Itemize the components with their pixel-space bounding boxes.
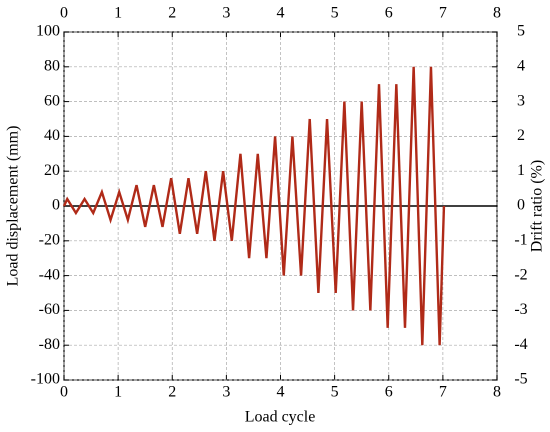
y2-tick-label: 1 [517, 162, 525, 179]
y2-tick-label: 0 [517, 197, 525, 214]
x-tick-label: 7 [439, 384, 447, 401]
y-tick-label: -100 [31, 371, 60, 388]
y2-tick-label: 4 [517, 57, 525, 74]
x2-tick-label: 1 [114, 5, 122, 22]
y2-axis-label: Drift ratio (%) [529, 160, 546, 252]
y-tick-label: 100 [36, 23, 60, 40]
y2-tick-label: -5 [514, 371, 527, 388]
y2-tick-label: 3 [517, 92, 525, 109]
y-tick-label: -80 [39, 336, 60, 353]
x-axis-label: Load cycle [245, 409, 316, 426]
x-tick-label: 4 [277, 384, 285, 401]
x-tick-label: 0 [60, 384, 68, 401]
data-line [62, 66, 446, 346]
x2-tick-label: 5 [331, 5, 339, 22]
y-tick-label: 0 [52, 197, 60, 214]
x-tick-label: 6 [385, 384, 393, 401]
x-tick-label: 1 [114, 384, 122, 401]
y2-tick-label: 5 [517, 23, 525, 40]
y-tick-label: 60 [44, 92, 60, 109]
y2-tick-label: -1 [514, 231, 527, 248]
y-tick-label: -40 [39, 266, 60, 283]
y-tick-label: 20 [44, 162, 60, 179]
x2-tick-label: 3 [222, 5, 230, 22]
x2-tick-label: 0 [60, 5, 68, 22]
y-tick-label: 40 [44, 127, 60, 144]
y2-tick-label: -2 [514, 266, 527, 283]
y2-tick-label: -4 [514, 336, 527, 353]
y2-tick-label: -3 [514, 301, 527, 318]
y2-tick-label: 2 [517, 127, 525, 144]
y-tick-label: -60 [39, 301, 60, 318]
x2-tick-label: 4 [277, 5, 285, 22]
x-tick-label: 8 [493, 384, 501, 401]
y-axis-label: Load displacement (mm) [5, 126, 22, 287]
x-tick-label: 2 [168, 384, 176, 401]
x2-tick-label: 8 [493, 5, 501, 22]
x2-tick-label: 7 [439, 5, 447, 22]
y-tick-label: -20 [39, 231, 60, 248]
x2-tick-label: 2 [168, 5, 176, 22]
x-tick-label: 5 [331, 384, 339, 401]
x2-tick-label: 6 [385, 5, 393, 22]
y-tick-label: 80 [44, 57, 60, 74]
x-tick-label: 3 [222, 384, 230, 401]
